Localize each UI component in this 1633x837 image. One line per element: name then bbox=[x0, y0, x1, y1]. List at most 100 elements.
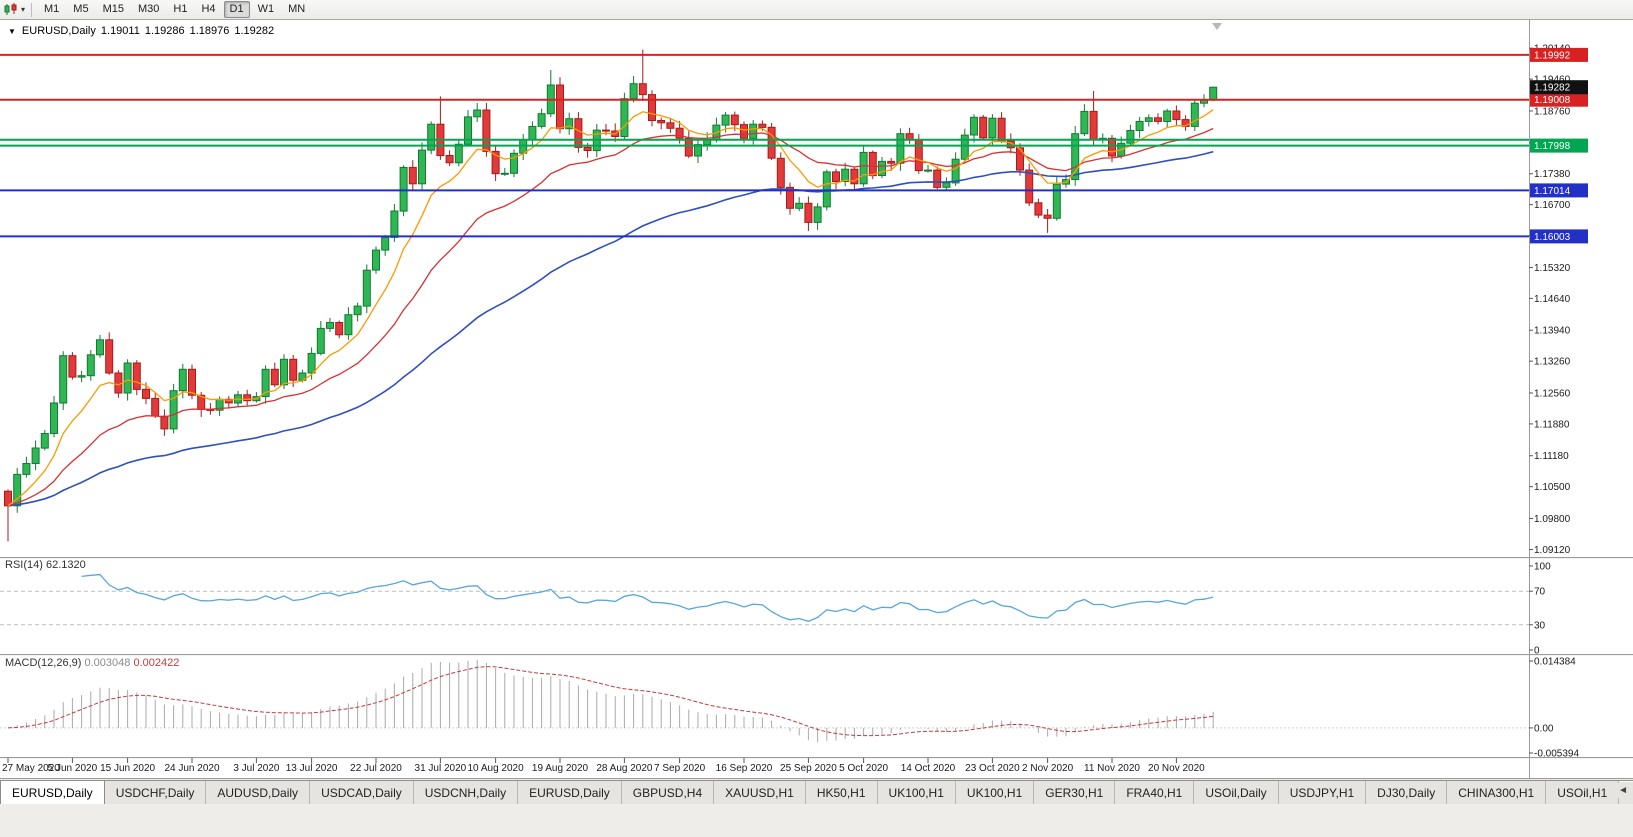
svg-text:1.17014: 1.17014 bbox=[1534, 186, 1571, 197]
rsi-indicator-label: RSI(14) 62.1320 bbox=[5, 559, 86, 571]
svg-text:10 Aug 2020: 10 Aug 2020 bbox=[468, 763, 525, 774]
timeframe-button-d1[interactable]: D1 bbox=[223, 1, 250, 18]
svg-text:23 Oct 2020: 23 Oct 2020 bbox=[965, 763, 1020, 774]
svg-text:19 Aug 2020: 19 Aug 2020 bbox=[532, 763, 589, 774]
svg-text:1.13260: 1.13260 bbox=[1534, 357, 1571, 368]
level-price-tag: 1.16003 bbox=[1530, 229, 1588, 244]
symbol-tab-uk100-h1-9[interactable]: UK100,H1 bbox=[877, 781, 956, 804]
ma-slow-line bbox=[7, 150, 1214, 507]
svg-text:1.12560: 1.12560 bbox=[1534, 388, 1571, 399]
timeframe-button-m30[interactable]: M30 bbox=[137, 3, 160, 15]
svg-text:1.17998: 1.17998 bbox=[1534, 141, 1571, 152]
macd-signal-line bbox=[7, 666, 1214, 737]
symbol-dropdown-icon[interactable]: ▼ bbox=[8, 26, 16, 36]
chart-type-dropdown-caret[interactable]: ▾ bbox=[21, 5, 26, 14]
ohlc-high: 1.19286 bbox=[144, 25, 185, 37]
svg-text:100: 100 bbox=[1534, 562, 1551, 573]
timeframe-button-m1[interactable]: M1 bbox=[44, 3, 60, 15]
svg-text:31 Jul 2020: 31 Jul 2020 bbox=[415, 763, 467, 774]
symbol-tabs-bar: EURUSD,Daily USDCHF,Daily AUDUSD,Daily USDC… bbox=[0, 780, 1633, 804]
svg-text:1.16700: 1.16700 bbox=[1534, 200, 1571, 211]
symbol-tab-eurusd-daily-0[interactable]: EURUSD,Daily bbox=[0, 781, 105, 804]
svg-text:1.19008: 1.19008 bbox=[1534, 95, 1571, 106]
svg-text:1.10500: 1.10500 bbox=[1534, 482, 1571, 493]
svg-text:14 Oct 2020: 14 Oct 2020 bbox=[901, 763, 956, 774]
rsi-name: RSI(14) bbox=[5, 559, 43, 571]
symbol-tab-xauusd-h1-7[interactable]: XAUUSD,H1 bbox=[714, 781, 806, 804]
svg-text:7 Sep 2020: 7 Sep 2020 bbox=[654, 763, 706, 774]
timeframe-button-m15[interactable]: M15 bbox=[102, 3, 124, 15]
macd-signal-value: 0.002422 bbox=[133, 657, 180, 669]
timeframe-button-h1[interactable]: H1 bbox=[173, 3, 188, 15]
level-price-tag: 1.17014 bbox=[1530, 183, 1588, 198]
toolbar-separator bbox=[31, 2, 33, 17]
symbol-tab-audusd-daily-2[interactable]: AUDUSD,Daily bbox=[206, 781, 311, 804]
candlestick-series bbox=[4, 49, 1218, 542]
chart-type-icon[interactable] bbox=[4, 3, 19, 16]
symbol-tab-hk50-h1-8[interactable]: HK50,H1 bbox=[805, 781, 878, 804]
symbol-tab-dj30-daily-15[interactable]: DJ30,Daily bbox=[1366, 781, 1448, 804]
symbol-tab-china300-h1-16[interactable]: CHINA300,H1 bbox=[1447, 781, 1547, 804]
ohlc-open: 1.19011 bbox=[100, 25, 140, 37]
timeframe-button-m5[interactable]: M5 bbox=[73, 3, 89, 15]
level-price-tag: 1.17998 bbox=[1530, 138, 1588, 153]
svg-text:1.15320: 1.15320 bbox=[1534, 263, 1571, 274]
ma-fast-line bbox=[7, 109, 1214, 507]
symbol-tab-uk100-h1-10[interactable]: UK100,H1 bbox=[955, 781, 1035, 804]
svg-text:24 Jun 2020: 24 Jun 2020 bbox=[164, 763, 219, 774]
svg-text:0: 0 bbox=[1534, 646, 1540, 657]
svg-text:1.11180: 1.11180 bbox=[1534, 451, 1569, 462]
symbol-tab-gbpusd-h4-6[interactable]: GBPUSD,H4 bbox=[621, 781, 715, 804]
svg-text:28 Aug 2020: 28 Aug 2020 bbox=[596, 763, 653, 774]
ma-mid-line bbox=[7, 127, 1214, 507]
svg-text:70: 70 bbox=[1534, 587, 1546, 598]
timeframe-buttons-group: M1 M5 M15 M30 H1 H4 D1 W1 MN bbox=[37, 1, 312, 18]
rsi-value: 62.1320 bbox=[45, 559, 86, 571]
svg-text:25 Sep 2020: 25 Sep 2020 bbox=[780, 763, 837, 774]
svg-text:13 Jul 2020: 13 Jul 2020 bbox=[286, 763, 338, 774]
symbol-tab-usdjpy-h1-14[interactable]: USDJPY,H1 bbox=[1278, 781, 1367, 804]
symbol-tab-usdcad-daily-3[interactable]: USDCAD,Daily bbox=[310, 781, 414, 804]
chart-ohlc-title: ▼ EURUSD,Daily 1.19011 1.19286 1.18976 1… bbox=[8, 25, 274, 37]
macd-histogram bbox=[16, 659, 1214, 743]
svg-text:2 Nov 2020: 2 Nov 2020 bbox=[1022, 763, 1074, 774]
svg-text:0.014384: 0.014384 bbox=[1534, 657, 1576, 668]
svg-text:1.11880: 1.11880 bbox=[1534, 419, 1570, 430]
macd-main-value: 0.003048 bbox=[84, 657, 131, 669]
svg-text:1.17380: 1.17380 bbox=[1534, 169, 1571, 180]
timeframe-toolbar: ▾ M1 M5 M15 M30 H1 H4 D1 W1 MN bbox=[0, 0, 1633, 20]
ohlc-low: 1.18976 bbox=[189, 25, 230, 37]
svg-text:11 Nov 2020: 11 Nov 2020 bbox=[1084, 763, 1140, 774]
svg-text:0.00: 0.00 bbox=[1534, 723, 1554, 734]
level-price-tag: 1.19992 bbox=[1530, 47, 1588, 62]
symbol-tab-eurusd-daily-5[interactable]: EURUSD,Daily bbox=[518, 781, 622, 804]
svg-text:15 Jun 2020: 15 Jun 2020 bbox=[100, 763, 155, 774]
level-price-tag: 1.19008 bbox=[1530, 92, 1588, 107]
current-price-tag: 1.19282 bbox=[1530, 80, 1588, 95]
tab-scroll-left-icon[interactable]: ◄ bbox=[1615, 783, 1631, 798]
symbol-tab-fra40-h1-12[interactable]: FRA40,H1 bbox=[1115, 781, 1195, 804]
timeframe-button-w1[interactable]: W1 bbox=[257, 3, 275, 15]
chart-shift-marker[interactable] bbox=[1212, 23, 1222, 30]
symbol-tab-usoil-daily-13[interactable]: USOil,Daily bbox=[1194, 781, 1279, 804]
svg-text:1.18760: 1.18760 bbox=[1534, 106, 1571, 117]
macd-name: MACD(12,26,9) bbox=[5, 657, 82, 669]
svg-text:-0.005394: -0.005394 bbox=[1534, 749, 1579, 760]
symbol-tab-usoil-h1-17[interactable]: USOil,H1 bbox=[1546, 781, 1620, 804]
svg-text:5 Oct 2020: 5 Oct 2020 bbox=[839, 763, 888, 774]
svg-text:20 Nov 2020: 20 Nov 2020 bbox=[1148, 763, 1205, 774]
svg-text:1.13940: 1.13940 bbox=[1534, 326, 1571, 337]
timeframe-button-h4[interactable]: H4 bbox=[201, 3, 216, 15]
timeframe-button-mn[interactable]: MN bbox=[288, 3, 306, 15]
symbol-tab-usdchf-daily-1[interactable]: USDCHF,Daily bbox=[104, 781, 207, 804]
symbol-tab-usdcnh-daily-4[interactable]: USDCNH,Daily bbox=[413, 781, 519, 804]
symbol-tab-ger30-h1-11[interactable]: GER30,H1 bbox=[1034, 781, 1116, 804]
svg-text:1.19992: 1.19992 bbox=[1534, 50, 1571, 61]
svg-text:1.19460: 1.19460 bbox=[1534, 75, 1571, 86]
svg-text:27 May 2020: 27 May 2020 bbox=[2, 763, 60, 774]
svg-text:1.19282: 1.19282 bbox=[1534, 83, 1571, 94]
svg-text:16 Sep 2020: 16 Sep 2020 bbox=[716, 763, 773, 774]
svg-text:22 Jul 2020: 22 Jul 2020 bbox=[350, 763, 402, 774]
